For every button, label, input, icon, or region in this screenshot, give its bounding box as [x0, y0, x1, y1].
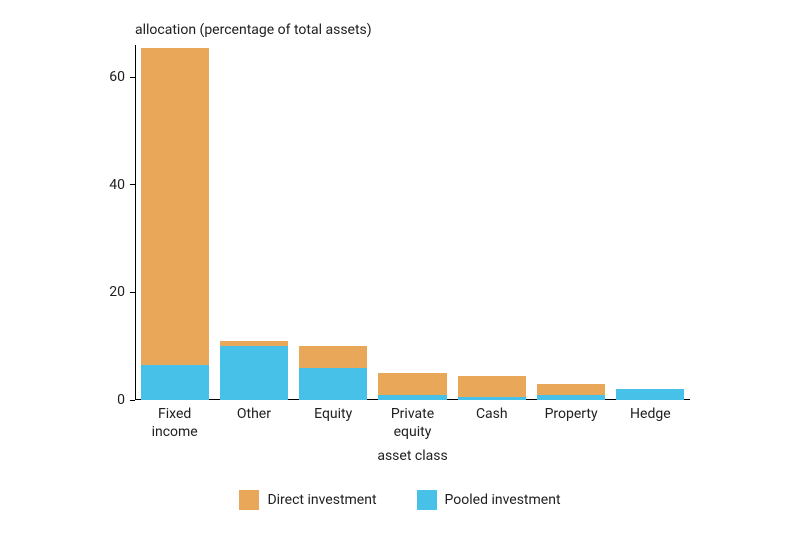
x-tick-label: Privateequity: [373, 400, 452, 441]
x-tick-label: Equity: [294, 400, 373, 424]
y-tick-label: 20: [109, 284, 135, 300]
legend-item-direct: Direct investment: [239, 490, 376, 510]
y-axis-line: [135, 45, 136, 400]
legend-swatch-pooled: [417, 490, 437, 510]
x-tick-label: Fixedincome: [135, 400, 214, 441]
bar: [220, 341, 288, 400]
x-axis-title: asset class: [135, 448, 690, 464]
bar-segment-pooled: [220, 346, 288, 400]
legend-swatch-direct: [239, 490, 259, 510]
x-tick-label: Cash: [452, 400, 531, 424]
legend: Direct investment Pooled investment: [0, 490, 800, 510]
bar-segment-direct: [141, 48, 209, 365]
legend-label-direct: Direct investment: [267, 492, 376, 508]
bar-segment-pooled: [141, 365, 209, 400]
bar-segment-pooled: [616, 389, 684, 400]
bar: [378, 373, 446, 400]
y-tick-label: 60: [109, 69, 135, 85]
bar: [141, 48, 209, 400]
y-axis-title: allocation (percentage of total assets): [135, 22, 372, 38]
x-tick-label: Other: [214, 400, 293, 424]
x-tick-label: Hedge: [611, 400, 690, 424]
bar-segment-direct: [378, 373, 446, 395]
y-tick-label: 0: [117, 392, 135, 408]
bar-segment-direct: [458, 376, 526, 398]
chart-container: allocation (percentage of total assets) …: [0, 0, 800, 533]
plot-area: asset class 0204060FixedincomeOtherEquit…: [135, 45, 690, 400]
legend-label-pooled: Pooled investment: [445, 492, 561, 508]
bar: [616, 389, 684, 400]
bar: [537, 384, 605, 400]
bar: [299, 346, 367, 400]
bar-segment-direct: [537, 384, 605, 395]
bar: [458, 376, 526, 400]
y-tick-label: 40: [109, 177, 135, 193]
bar-segment-direct: [299, 346, 367, 368]
x-tick-label: Property: [531, 400, 610, 424]
bar-segment-pooled: [299, 368, 367, 400]
legend-item-pooled: Pooled investment: [417, 490, 561, 510]
